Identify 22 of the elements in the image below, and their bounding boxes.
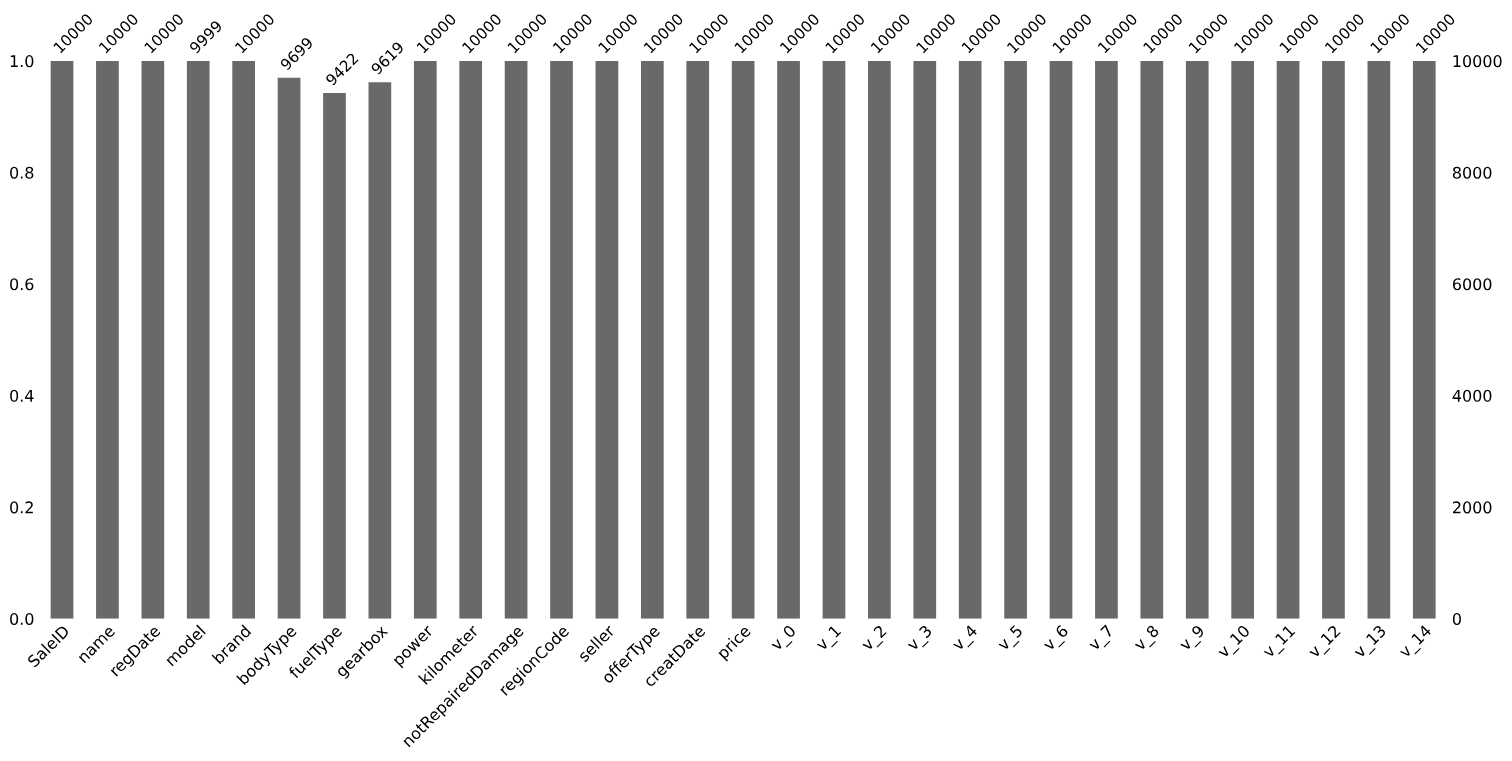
x-tick-label: v_9	[1178, 624, 1208, 654]
x-tick-label: v_8	[1132, 624, 1163, 654]
x-tick-label: v_2	[860, 624, 890, 654]
y-tick-label: 0.0	[10, 612, 34, 625]
x-tick-label: v_6	[1041, 624, 1072, 654]
x-tick-label: v_1	[814, 624, 844, 654]
y2-tick-label: 8000	[1452, 166, 1492, 179]
x-tick-label: v_3	[905, 624, 935, 654]
y-tick-label: 1.0	[10, 55, 34, 68]
y-tick-label: 0.8	[10, 166, 34, 179]
x-tick-label: v_0	[769, 624, 799, 654]
x-tick-label: v_4	[951, 624, 981, 654]
y-tick-label: 0.2	[10, 501, 33, 514]
y-tick-label: 0.4	[10, 389, 34, 402]
x-tick-label: v_7	[1087, 624, 1117, 654]
x-tick-label: v_5	[996, 624, 1026, 654]
y2-tick-label: 4000	[1452, 389, 1492, 402]
y-tick-label: 0.6	[10, 278, 34, 291]
y2-tick-label: 2000	[1453, 501, 1492, 514]
y2-tick-label: 0	[1452, 612, 1461, 625]
y2-tick-label: 6000	[1452, 278, 1492, 291]
y2-tick-label: 10000	[1453, 55, 1502, 68]
